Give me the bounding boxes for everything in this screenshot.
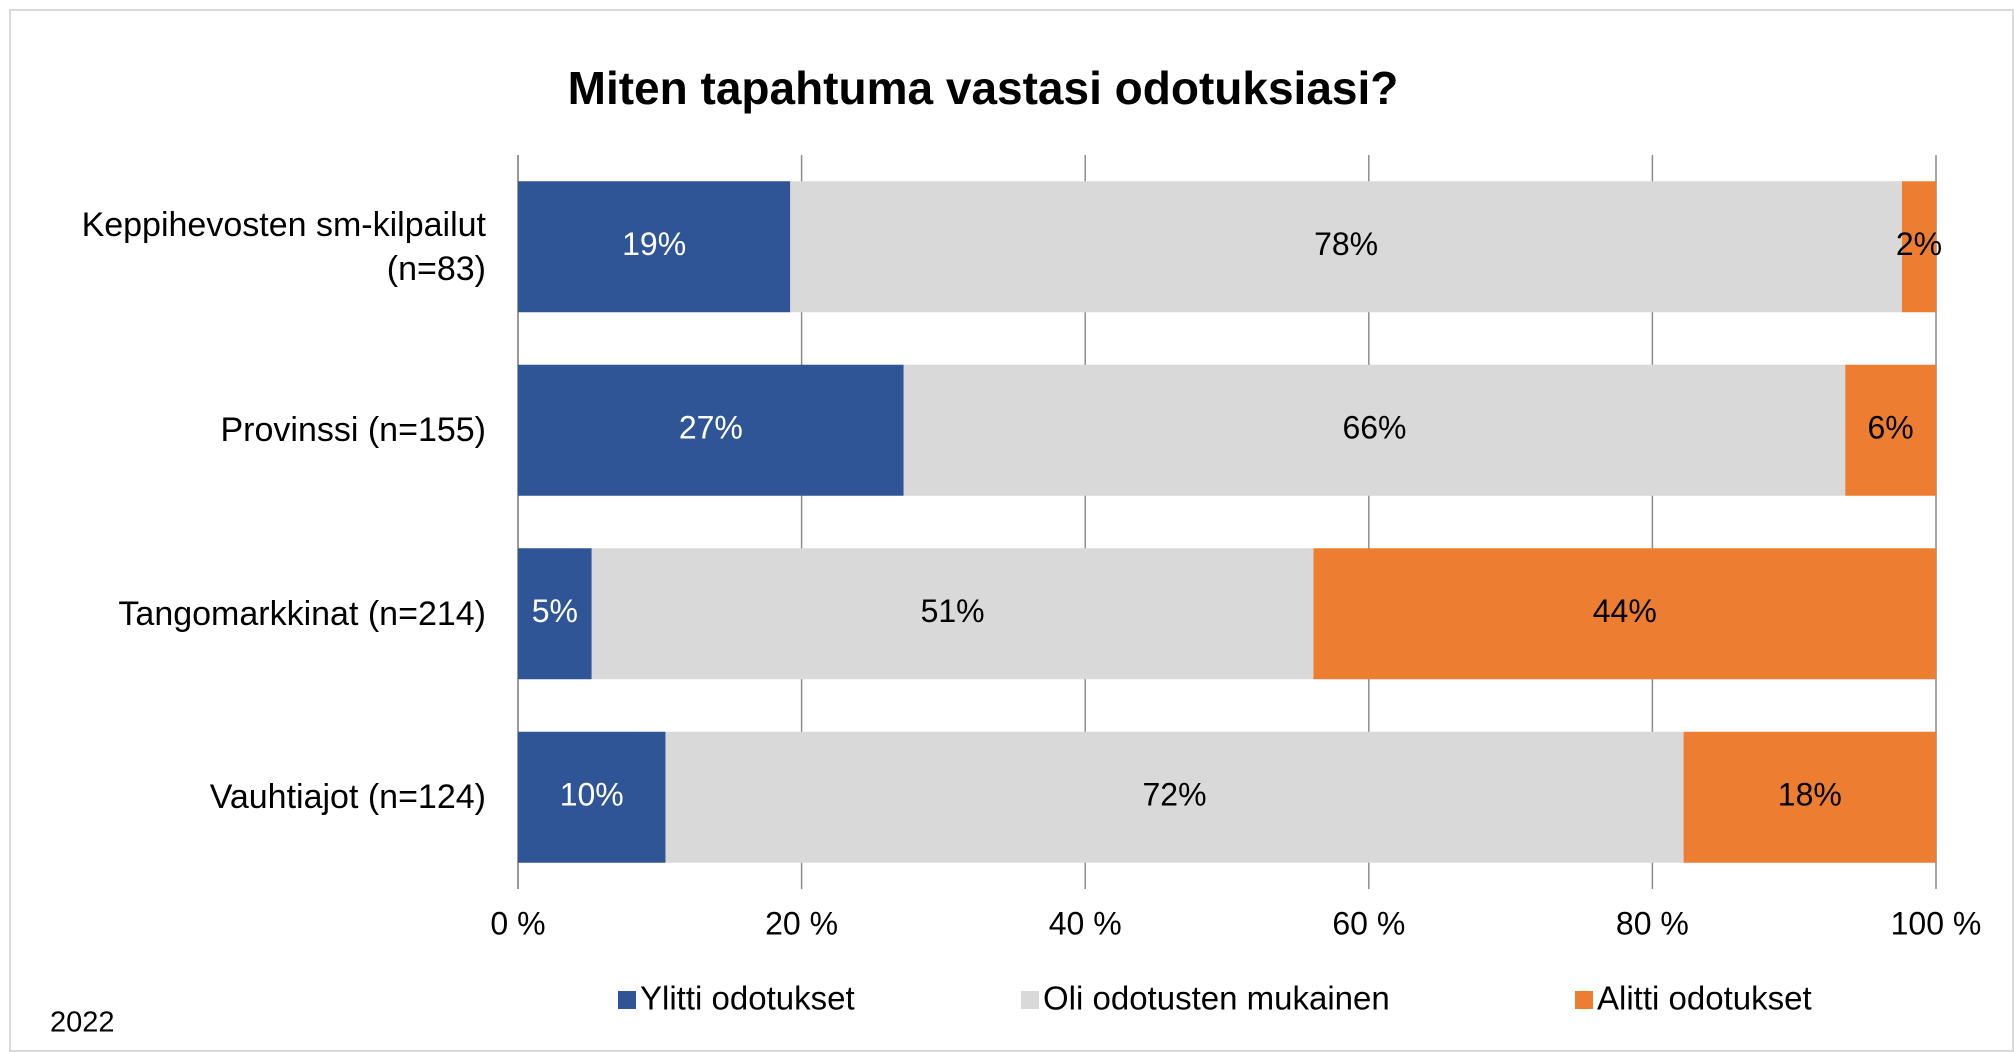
y-tick-label: Vauhtiajot (n=124) [209, 778, 486, 817]
legend-label: Alitti odotukset [1597, 980, 1812, 1017]
x-tick-label: 60 % [1332, 905, 1405, 941]
y-tick-label: Provinssi (n=155) [220, 411, 486, 450]
bar [1845, 364, 1936, 496]
bar [518, 364, 904, 496]
x-tick-label: 0 % [490, 905, 545, 941]
legend-swatch [1575, 991, 1593, 1009]
data-label: 72% [1143, 777, 1207, 813]
bar [1313, 548, 1936, 680]
bar [1683, 731, 1936, 863]
data-label: 19% [622, 226, 686, 262]
chart-border [9, 9, 2014, 1052]
x-tick-label: 100 % [1891, 905, 1982, 941]
data-label: 2% [1896, 226, 1942, 262]
bar [790, 181, 1902, 313]
data-label: 5% [532, 593, 578, 629]
data-label: 44% [1593, 593, 1657, 629]
data-label: 10% [560, 777, 624, 813]
x-tick-label: 80 % [1616, 905, 1689, 941]
bar [903, 364, 1846, 496]
data-label: 51% [921, 593, 985, 629]
y-tick-label: Tangomarkkinat (n=214) [118, 594, 486, 633]
bar [591, 548, 1314, 680]
legend-label: Oli odotusten mukainen [1043, 980, 1390, 1017]
x-tick-label: 40 % [1049, 905, 1122, 941]
y-tick-label: Keppihevosten sm-kilpailut (n=83) [81, 205, 486, 288]
bar [518, 548, 592, 680]
legend-label: Ylitti odotukset [640, 980, 855, 1017]
legend-swatch [1021, 991, 1039, 1009]
bar [518, 181, 791, 313]
legend-swatch [618, 991, 636, 1009]
data-label: 6% [1867, 410, 1913, 446]
chart-title: Miten tapahtuma vastasi odotuksiasi? [568, 62, 1399, 114]
bar [665, 731, 1684, 863]
note: 2022 [50, 1007, 115, 1039]
data-label: 66% [1342, 410, 1406, 446]
bar [518, 731, 666, 863]
data-label: 27% [679, 410, 743, 446]
x-tick-label: 20 % [765, 905, 838, 941]
data-label: 78% [1314, 226, 1378, 262]
data-label: 18% [1778, 777, 1842, 813]
bar [1901, 181, 1936, 313]
